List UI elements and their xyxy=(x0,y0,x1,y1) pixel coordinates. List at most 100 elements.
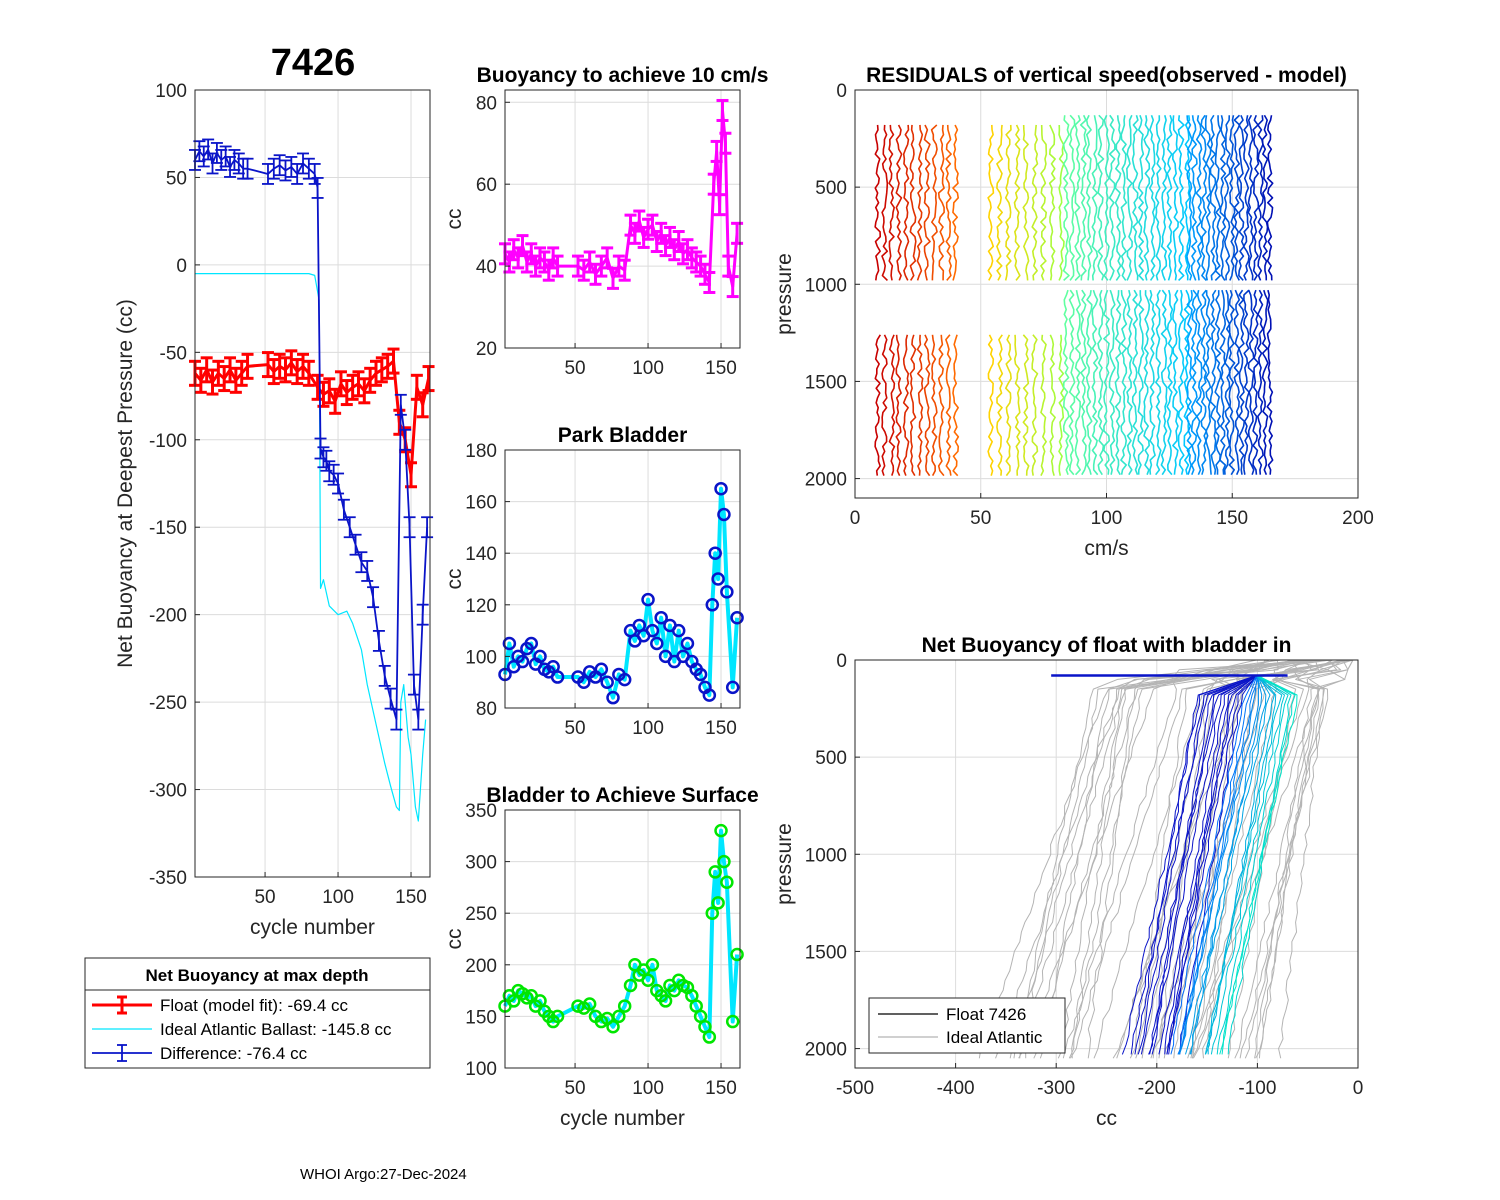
legend-entry: Ideal Atlantic Ballast: -145.8 cc xyxy=(160,1020,392,1039)
chart-netbuoy: -500 -400 -300 -200 -100 0 0 500 1000 1500 2000 Net… xyxy=(773,634,1363,1130)
residual-profile xyxy=(930,124,938,281)
y-tick-label: 20 xyxy=(476,339,497,360)
axes-box xyxy=(854,659,1359,1069)
ideal-atlantic-profile xyxy=(1255,659,1354,1059)
park-bladder-marker xyxy=(717,507,731,522)
float-model-fit-errorbar xyxy=(206,368,219,396)
residual-profile xyxy=(1114,115,1122,281)
residual-profile xyxy=(1266,115,1274,281)
residual-profile xyxy=(931,334,938,477)
residual-profile xyxy=(1204,290,1212,475)
residual-profile xyxy=(1049,334,1056,476)
park-bladder-marker xyxy=(641,592,655,607)
x-tick-label: 100 xyxy=(1091,508,1123,529)
residual-profile xyxy=(1143,290,1151,475)
buoyancy-errorbar xyxy=(618,258,631,282)
residual-profile xyxy=(1177,115,1185,281)
float-profile xyxy=(1166,675,1258,1055)
residual-profile xyxy=(1209,114,1217,281)
y-axis-label: pressure xyxy=(773,823,796,905)
residual-profile xyxy=(1085,289,1093,475)
residual-profile xyxy=(1040,124,1048,281)
residual-profile xyxy=(1097,114,1105,281)
residual-profile xyxy=(1013,124,1021,281)
ideal-atlantic-profile xyxy=(1071,659,1332,1059)
y-tick-label: 80 xyxy=(476,699,497,720)
y-tick-label: 250 xyxy=(465,904,497,925)
residual-profile xyxy=(888,124,895,281)
residual-profile xyxy=(909,334,917,477)
x-tick-label: 100 xyxy=(632,718,664,739)
residual-profile xyxy=(1103,114,1110,281)
residual-profile xyxy=(1228,289,1236,476)
park-bladder-marker xyxy=(654,610,668,625)
residual-profile xyxy=(1131,115,1139,281)
y-tick-label: 160 xyxy=(465,493,497,514)
y-tick-label: 0 xyxy=(176,256,187,277)
y-tick-label: 1500 xyxy=(805,942,847,963)
residual-profile xyxy=(1186,289,1193,475)
surface-bladder-marker xyxy=(708,865,722,879)
y-tick-label: 140 xyxy=(465,544,497,565)
residual-profile xyxy=(1080,289,1087,476)
difference-errorbar xyxy=(399,428,412,451)
residual-profile xyxy=(987,334,995,476)
surface-bladder-marker xyxy=(606,1019,620,1034)
residual-profile xyxy=(874,124,882,281)
float-model-fit-errorbar xyxy=(311,373,324,401)
residual-profile xyxy=(1219,115,1227,281)
buoyancy-errorbar xyxy=(551,254,564,278)
float-model-fit-errorbar xyxy=(323,377,336,405)
residual-profile xyxy=(1238,289,1246,475)
park-bladder-marker xyxy=(730,610,744,625)
x-tick-label: 0 xyxy=(850,508,861,529)
park-bladder-marker xyxy=(680,636,695,651)
buoyancy-errorbar xyxy=(607,266,620,290)
residual-profile xyxy=(1103,289,1111,475)
y-tick-label: 100 xyxy=(155,81,187,102)
residual-profile xyxy=(1238,114,1245,281)
residual-profile xyxy=(874,334,882,476)
buoyancy-errorbar xyxy=(731,221,744,245)
residual-profile xyxy=(1242,289,1250,475)
residual-profile xyxy=(1166,289,1174,476)
float-profile xyxy=(1178,675,1259,1055)
surface-bladder-marker xyxy=(717,854,731,869)
y-tick-label: 1000 xyxy=(805,275,847,296)
residual-profile xyxy=(1214,115,1222,281)
residual-profile xyxy=(1058,124,1065,281)
residual-profile xyxy=(1214,290,1222,475)
residual-profile xyxy=(1171,115,1179,281)
buoyancy-errorbar xyxy=(726,275,739,299)
float-model-fit-errorbar xyxy=(279,356,292,384)
difference-errorbar xyxy=(261,163,274,185)
float-profile xyxy=(1149,675,1259,1055)
residual-profile xyxy=(1013,334,1021,476)
float-model-fit-errorbar xyxy=(224,356,237,384)
float-profile xyxy=(1177,675,1258,1055)
chart-title: Buoyancy to achieve 10 cm/s xyxy=(477,64,769,87)
float-profile xyxy=(1189,675,1271,1055)
legend-entry: Float 7426 xyxy=(946,1005,1026,1024)
residual-profile xyxy=(1091,115,1099,281)
residual-profile xyxy=(1223,115,1231,281)
float-profile xyxy=(1184,675,1267,1055)
ideal-atlantic-profile xyxy=(1069,659,1299,1059)
chart-title: Bladder to Achieve Surface xyxy=(486,784,758,807)
surface-bladder-marker xyxy=(702,1030,717,1044)
residual-profile xyxy=(996,334,1004,476)
y-tick-label: 0 xyxy=(836,81,847,102)
park-bladder-marker xyxy=(725,680,740,695)
residual-profile xyxy=(916,124,924,281)
difference-errorbar xyxy=(241,157,254,180)
residual-profile xyxy=(1219,289,1227,475)
difference-errorbar xyxy=(372,630,385,652)
ideal-atlantic-profile xyxy=(1278,659,1354,1059)
residual-profile xyxy=(1137,290,1145,475)
float-model-fit-errorbar xyxy=(229,366,242,394)
x-tick-label: 50 xyxy=(564,358,585,379)
ideal-atlantic-profile xyxy=(1234,659,1349,1059)
residual-profile xyxy=(1154,115,1162,281)
residual-profile xyxy=(1183,115,1191,281)
